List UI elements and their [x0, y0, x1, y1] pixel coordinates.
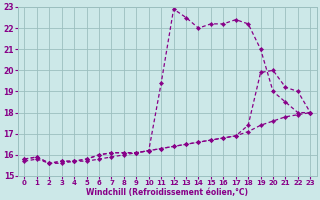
X-axis label: Windchill (Refroidissement éolien,°C): Windchill (Refroidissement éolien,°C): [86, 188, 248, 197]
